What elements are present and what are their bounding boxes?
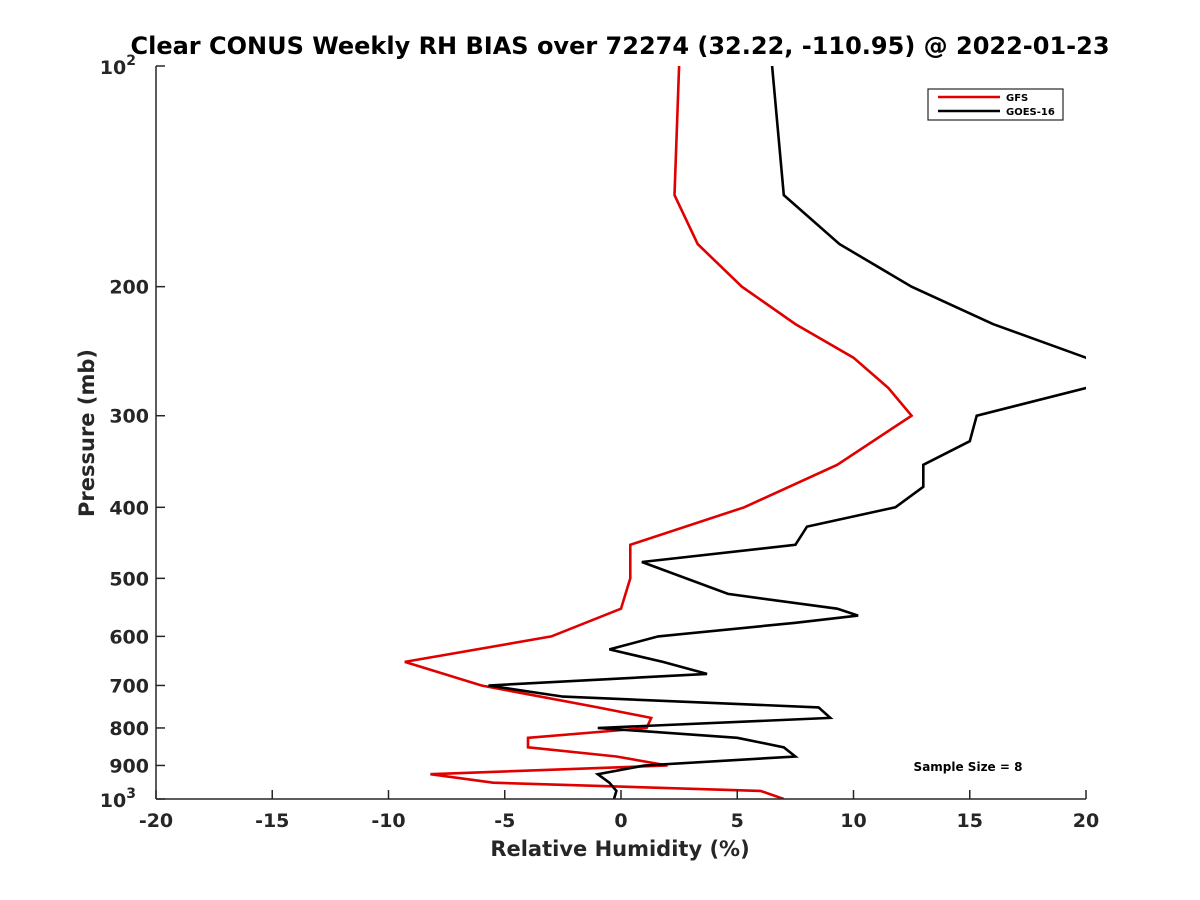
y-tick-exponent: 2 (126, 53, 136, 69)
x-tick-label: -15 (255, 810, 289, 832)
x-tick-label: -20 (139, 810, 173, 832)
x-tick-label: -10 (371, 810, 405, 832)
x-tick-label: 10 (840, 810, 866, 832)
y-tick-base: 10 (100, 790, 126, 812)
plot-background (156, 66, 1086, 799)
x-tick-group: -20 -15 -10 -5 0 5 10 15 20 (139, 790, 1099, 832)
sample-size-annotation: Sample Size = 8 (914, 760, 1023, 774)
x-tick-label: 20 (1073, 810, 1099, 832)
y-tick-exponent: 3 (126, 786, 136, 802)
y-tick-label: 200 (109, 277, 149, 299)
x-tick-label: 0 (614, 810, 627, 832)
y-tick-label: 102 (100, 53, 136, 79)
x-tick-label: -5 (494, 810, 515, 832)
chart-title: Clear CONUS Weekly RH BIAS over 72274 (3… (130, 32, 1109, 60)
x-tick-label: 15 (957, 810, 983, 832)
y-tick-label: 600 (109, 626, 149, 648)
y-tick-base: 10 (100, 57, 126, 79)
y-tick-label: 700 (109, 675, 149, 697)
series-line-gfs (404, 66, 914, 799)
y-tick-label: 400 (109, 497, 149, 519)
x-axis-label: Relative Humidity (%) (490, 837, 749, 861)
legend-label-goes-16: GOES-16 (1006, 107, 1055, 118)
series-layer (404, 66, 1086, 799)
y-tick-label: 300 (109, 406, 149, 428)
y-tick-label: 103 (100, 786, 136, 812)
y-tick-label: 900 (109, 755, 149, 777)
y-tick-label: 800 (109, 718, 149, 740)
x-tick-label: 5 (731, 810, 744, 832)
y-tick-label: 500 (109, 568, 149, 590)
series-line-goes-16 (488, 66, 1086, 799)
legend: GFS GOES-16 (927, 88, 1064, 121)
plot-area: -20 -15 -10 -5 0 5 10 15 20 10220030040050060070… (100, 53, 1099, 832)
legend-box (927, 88, 1064, 121)
y-axis-label: Pressure (mb) (75, 349, 99, 517)
legend-label-gfs: GFS (1006, 93, 1028, 104)
